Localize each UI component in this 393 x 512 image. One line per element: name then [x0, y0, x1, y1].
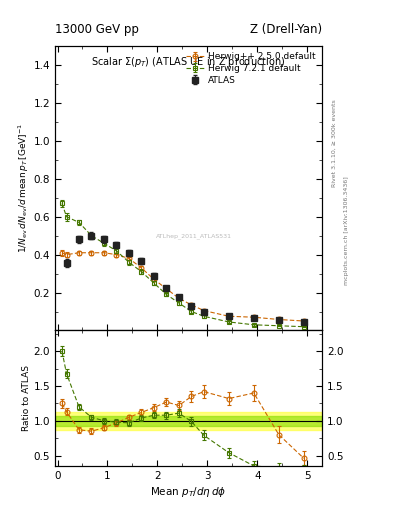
- Bar: [55, 416, 322, 425]
- Y-axis label: $1/N_{\rm ev}\,dN_{\rm ev}/d\,\mathrm{mean}\,p_T\,[\mathrm{GeV}]^{-1}$: $1/N_{\rm ev}\,dN_{\rm ev}/d\,\mathrm{me…: [17, 123, 31, 253]
- Text: Scalar $\Sigma(p_T)$ (ATLAS UE in Z production): Scalar $\Sigma(p_T)$ (ATLAS UE in Z prod…: [92, 55, 286, 69]
- Text: 13000 GeV pp: 13000 GeV pp: [55, 23, 139, 36]
- Text: Z (Drell-Yan): Z (Drell-Yan): [250, 23, 322, 36]
- Y-axis label: Ratio to ATLAS: Ratio to ATLAS: [22, 365, 31, 431]
- X-axis label: Mean $p_T/d\eta\,d\phi$: Mean $p_T/d\eta\,d\phi$: [151, 485, 227, 499]
- Bar: [55, 412, 322, 430]
- Text: ATLhep_2011_ATLAS531: ATLhep_2011_ATLAS531: [156, 234, 232, 240]
- Text: Rivet 3.1.10, ≥ 300k events: Rivet 3.1.10, ≥ 300k events: [332, 99, 337, 187]
- Text: mcplots.cern.ch [arXiv:1306.3436]: mcplots.cern.ch [arXiv:1306.3436]: [344, 176, 349, 285]
- Legend: Herwig++ 2.5.0 default, Herwig 7.2.1 default, ATLAS: Herwig++ 2.5.0 default, Herwig 7.2.1 def…: [184, 51, 318, 87]
